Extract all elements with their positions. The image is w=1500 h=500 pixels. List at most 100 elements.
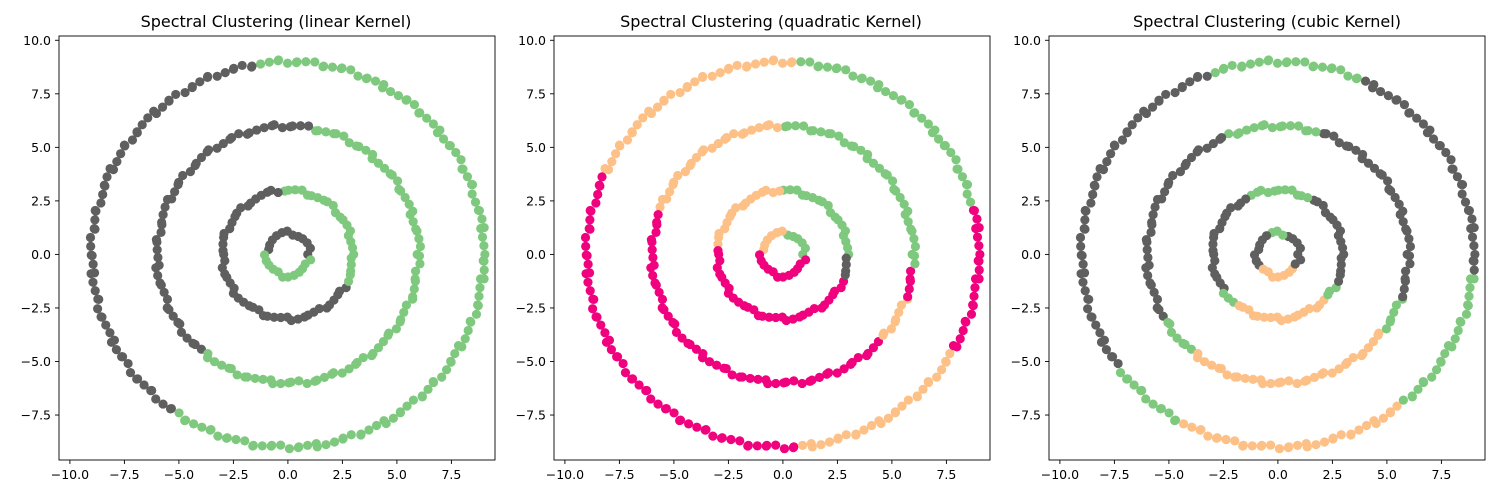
scatter-point	[106, 337, 117, 347]
scatter-point	[1293, 121, 1304, 131]
scatter-point	[402, 401, 412, 411]
scatter-point	[90, 215, 100, 225]
scatter-point	[1391, 300, 1401, 310]
scatter-point	[1276, 377, 1286, 387]
scatter-point	[250, 373, 260, 384]
scatter-point	[1401, 266, 1411, 276]
scatter-point	[1302, 375, 1312, 385]
scatter-point	[1106, 149, 1116, 159]
scatter-point	[209, 357, 220, 367]
chart-title-cubic: Spectral Clustering (cubic Kernel)	[1133, 12, 1401, 31]
scatter-point	[955, 334, 965, 344]
scatter-point	[1461, 309, 1472, 319]
scatter-point	[886, 324, 897, 334]
scatter-point	[1354, 425, 1364, 435]
y-tick-label: −7.5	[516, 408, 546, 423]
scatter-point	[257, 441, 267, 451]
scatter-point	[1259, 312, 1269, 322]
scatter-point	[1212, 433, 1222, 443]
scatter-point	[759, 57, 769, 67]
scatter-point	[1143, 252, 1153, 263]
scatter-point	[646, 263, 656, 273]
scatter-point	[941, 356, 951, 366]
scatter-point	[286, 377, 296, 387]
scatter-point	[394, 184, 404, 194]
scatter-point	[1147, 220, 1157, 230]
y-tick-label: 0.0	[526, 247, 546, 262]
scatter-point	[152, 245, 162, 255]
scatter-point	[123, 358, 133, 369]
scatter-point	[1129, 380, 1139, 390]
scatter-point	[720, 134, 730, 144]
scatter-point	[158, 210, 168, 220]
scatter-point	[159, 287, 169, 297]
x-tick-label: −5.0	[659, 467, 689, 482]
scatter-point	[1398, 395, 1408, 405]
scatter-point	[101, 320, 111, 330]
scatter-point	[903, 292, 913, 302]
scatter-point	[721, 363, 731, 374]
scatter-point	[409, 284, 419, 294]
scatter-point	[1210, 256, 1220, 266]
scatter-point	[152, 237, 162, 247]
scatter-point	[1301, 126, 1311, 136]
y-tick-label: 2.5	[31, 193, 51, 208]
scatter-point	[282, 58, 293, 68]
scatter-point	[825, 208, 836, 218]
scatter-point	[1371, 418, 1381, 429]
y-tick-label: 7.5	[526, 86, 546, 101]
scatter-point	[1101, 345, 1111, 355]
scatter-point	[910, 241, 921, 252]
scatter-point	[346, 253, 356, 263]
scatter-point	[202, 72, 213, 82]
scatter-point	[966, 309, 977, 319]
scatter-point	[653, 399, 663, 409]
scatter-point	[395, 407, 405, 417]
scatter-point	[352, 357, 362, 368]
scatter-point	[294, 376, 304, 386]
scatter-point	[780, 122, 790, 132]
scatter-point	[665, 187, 675, 197]
scatter-point	[729, 129, 739, 139]
scatter-point	[371, 420, 382, 431]
scatter-point	[400, 192, 410, 203]
scatter-point	[149, 106, 159, 116]
scatter-point	[1304, 303, 1314, 314]
scatter-point	[373, 343, 384, 353]
scatter-point	[822, 62, 833, 72]
scatter-point	[680, 167, 691, 177]
x-tick-label: −10.0	[51, 467, 89, 482]
scatter-point	[1469, 241, 1479, 251]
scatter-point	[477, 214, 487, 224]
scatter-point	[628, 374, 638, 384]
scatter-point	[217, 360, 227, 370]
scatter-point	[1336, 259, 1346, 270]
scatter-point	[318, 62, 328, 72]
scatter-point	[946, 147, 956, 158]
scatter-point	[848, 71, 858, 81]
scatter-point	[222, 433, 232, 443]
scatter-point	[779, 444, 790, 454]
y-tick-label: −5.0	[21, 354, 51, 369]
scatter-point	[909, 251, 920, 261]
scatter-point	[669, 408, 679, 418]
scatter-point	[1381, 324, 1391, 334]
scatter-point	[832, 368, 842, 378]
scatter-point	[1075, 232, 1086, 243]
scatter-point	[1202, 71, 1212, 81]
scatter-point	[1247, 441, 1257, 451]
scatter-point	[1092, 172, 1102, 182]
scatter-point	[273, 56, 283, 66]
scatter-point	[1469, 265, 1479, 275]
scatter-point	[1460, 197, 1471, 207]
scatter-point	[156, 280, 166, 290]
scatter-point	[173, 180, 183, 190]
scatter-point	[816, 127, 826, 137]
scatter-point	[294, 442, 304, 452]
scatter-point	[321, 440, 331, 450]
scatter-point	[713, 239, 723, 249]
axes-frame-linear	[58, 35, 496, 461]
scatter-point	[790, 121, 801, 131]
scatter-point	[772, 123, 783, 133]
scatter-point	[932, 372, 942, 382]
